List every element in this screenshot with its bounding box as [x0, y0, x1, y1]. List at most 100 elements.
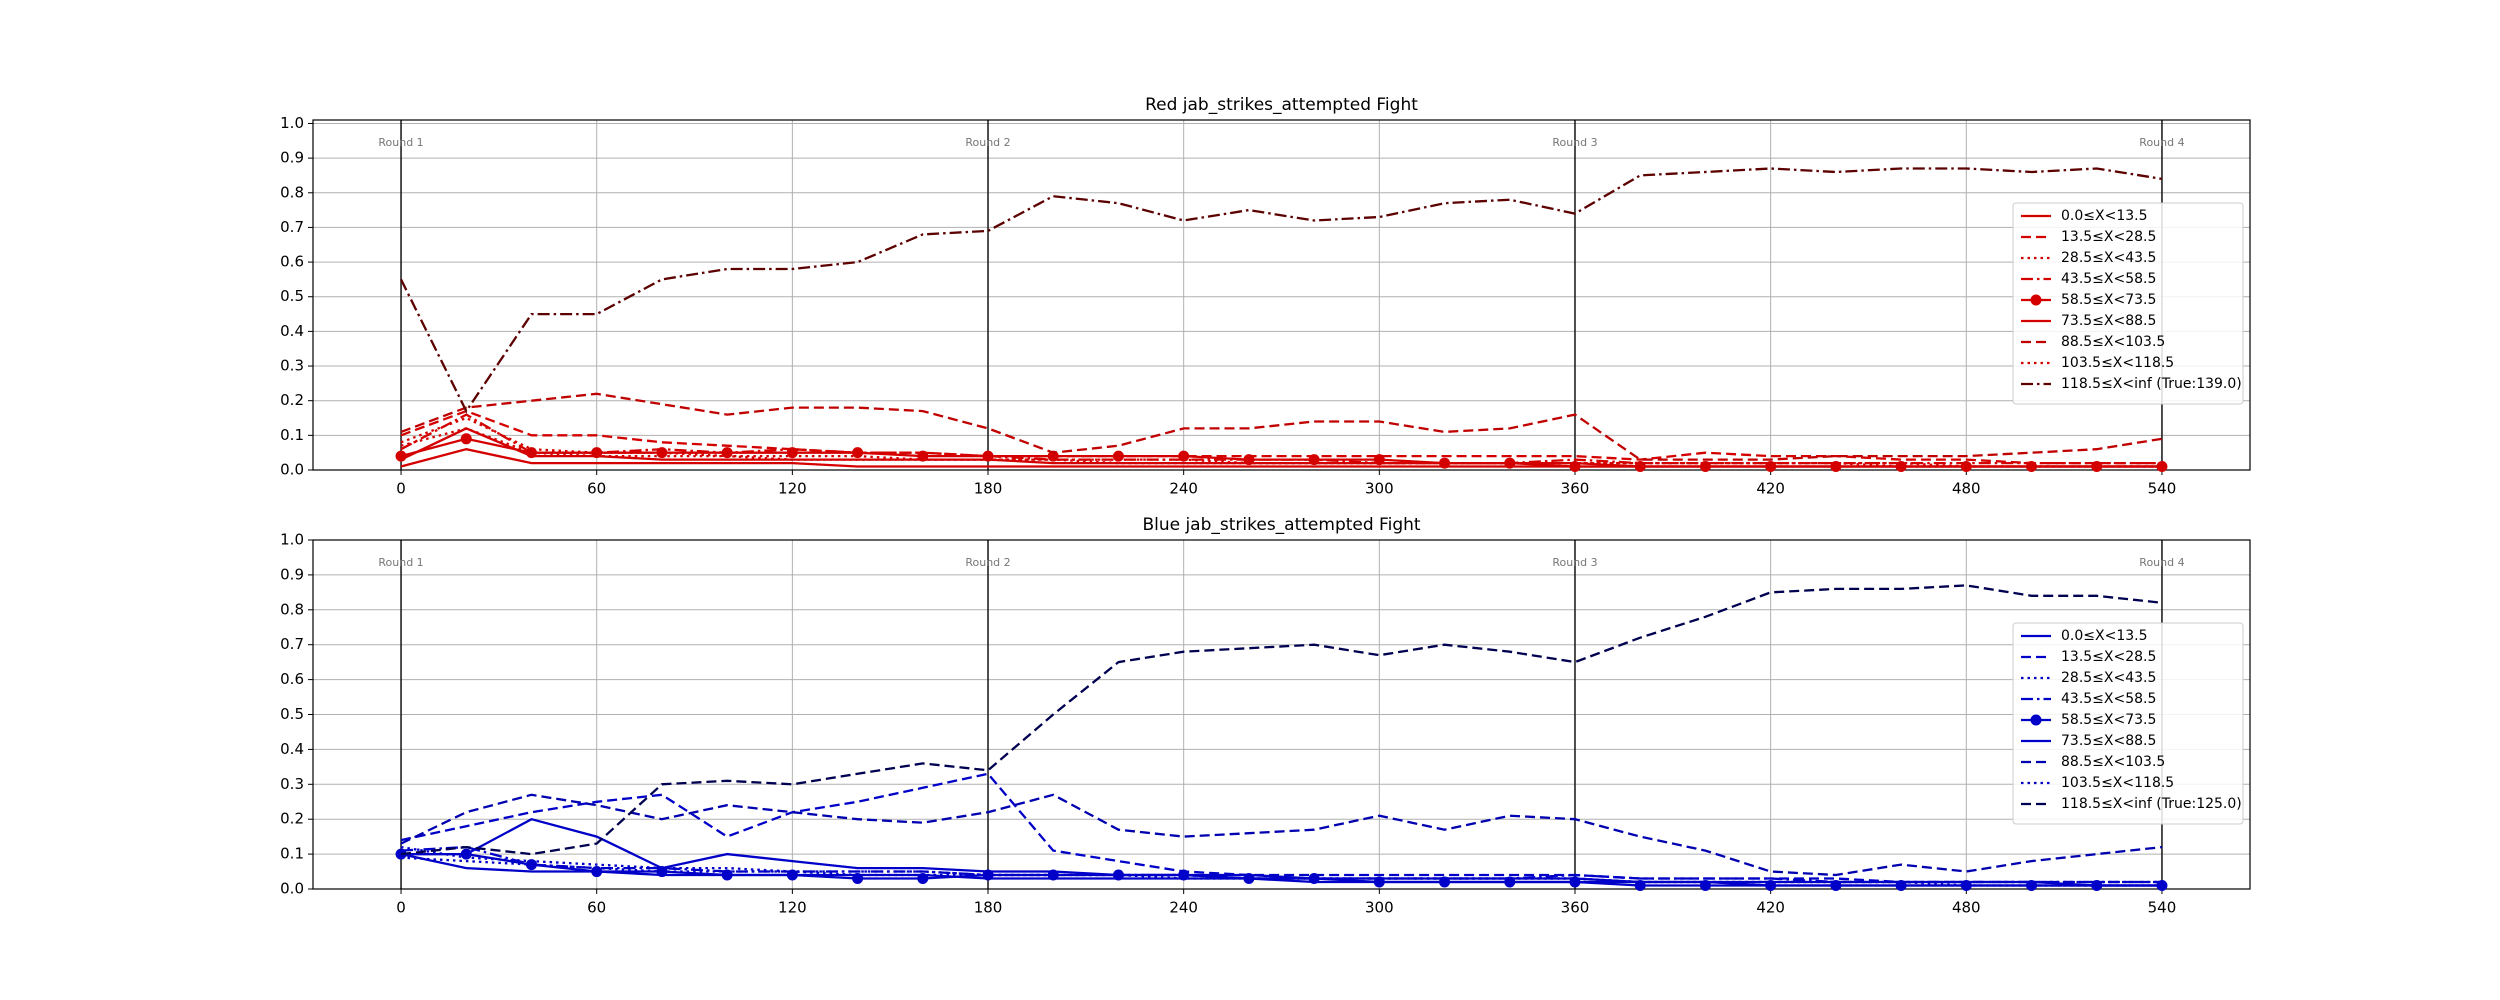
- y-tick-label: 0.7: [280, 218, 304, 236]
- series-line: [400, 413, 2162, 465]
- x-tick-label: 180: [974, 899, 1003, 917]
- x-tick-label: 60: [587, 899, 606, 917]
- y-tick-label: 1.0: [280, 114, 304, 132]
- x-tick-label: 540: [2148, 480, 2177, 498]
- chart-title: Blue jab_strikes_attempted Fight: [1142, 515, 1420, 535]
- series-marker: [1112, 450, 1124, 462]
- y-tick-label: 0.4: [280, 740, 304, 758]
- legend-marker: [2030, 294, 2042, 306]
- legend-label: 28.5≤X<43.5: [2061, 250, 2156, 266]
- plot-frame: [312, 539, 2251, 890]
- y-tick-label: 0.1: [280, 426, 304, 444]
- series-line: [400, 409, 2162, 465]
- series-marker: [852, 873, 864, 885]
- chart-title: Red jab_strikes_attempted Fight: [1145, 95, 1418, 115]
- round-label: Round 1: [378, 556, 423, 569]
- series-line: [401, 852, 2162, 887]
- x-tick-label: 540: [2148, 899, 2177, 917]
- round-label: Round 4: [2139, 556, 2184, 569]
- legend-label: 118.5≤X<inf (True:125.0): [2061, 796, 2242, 812]
- y-tick-label: 0.0: [280, 461, 304, 479]
- series-line: [400, 793, 2163, 877]
- series-line: [400, 856, 2162, 887]
- y-tick-label: 0.0: [280, 880, 304, 898]
- x-tick-label: 60: [587, 480, 606, 498]
- x-tick-label: 300: [1365, 899, 1394, 917]
- legend-label: 43.5≤X<58.5: [2061, 691, 2156, 707]
- x-tick-label: 120: [778, 480, 807, 498]
- series-marker: [721, 869, 733, 881]
- series-marker: [852, 447, 864, 459]
- legend-frame: [2012, 202, 2244, 405]
- x-tick-label: 0: [396, 899, 406, 917]
- y-tick-label: 0.2: [280, 391, 304, 409]
- series-marker: [786, 447, 798, 459]
- series-line: [400, 772, 2162, 884]
- round-label: Round 2: [965, 556, 1010, 569]
- legend-label: 28.5≤X<43.5: [2061, 670, 2156, 686]
- legend: 0.0≤X<13.5 13.5≤X<28.5 28.5≤X<43.5 43.5≤X<5…: [2012, 202, 2244, 405]
- y-tick-label: 1.0: [280, 531, 304, 549]
- y-tick-label: 0.9: [280, 149, 304, 167]
- round-label: Round 4: [2139, 136, 2184, 149]
- y-tick-label: 0.4: [280, 322, 304, 340]
- y-tick-label: 0.6: [280, 253, 304, 271]
- y-tick-label: 0.3: [280, 357, 304, 375]
- series-marker: [656, 447, 668, 459]
- x-tick-label: 480: [1952, 480, 1981, 498]
- legend-label: 118.5≤X<inf (True:139.0): [2061, 376, 2242, 392]
- legend-label: 58.5≤X<73.5: [2061, 292, 2156, 308]
- y-tick-label: 0.5: [280, 287, 304, 305]
- x-tick-label: 360: [1561, 480, 1590, 498]
- legend-frame: [2012, 622, 2244, 825]
- legend-label: 88.5≤X<103.5: [2061, 334, 2165, 350]
- y-tick-label: 0.6: [280, 670, 304, 688]
- series-line: [400, 392, 2163, 461]
- y-tick-label: 0.8: [280, 600, 304, 618]
- y-tick-label: 0.1: [280, 845, 304, 863]
- legend-label: 73.5≤X<88.5: [2061, 733, 2156, 749]
- round-label: Round 2: [965, 136, 1010, 149]
- series-marker: [460, 433, 472, 445]
- x-tick-label: 300: [1365, 480, 1394, 498]
- legend-label: 58.5≤X<73.5: [2061, 712, 2156, 728]
- x-tick-label: 120: [778, 899, 807, 917]
- series-line: [400, 584, 2163, 856]
- x-tick-label: 0: [396, 480, 406, 498]
- y-tick-label: 0.9: [280, 565, 304, 583]
- legend-label: 88.5≤X<103.5: [2061, 754, 2165, 770]
- series-line: [400, 845, 2162, 884]
- series-line: [400, 427, 2162, 468]
- x-tick-label: 480: [1952, 899, 1981, 917]
- series-marker: [395, 450, 407, 462]
- round-label: Round 1: [378, 136, 423, 149]
- round-label: Round 3: [1552, 556, 1597, 569]
- y-tick-label: 0.5: [280, 705, 304, 723]
- legend-label: 103.5≤X<118.5: [2061, 355, 2174, 371]
- y-tick-label: 0.2: [280, 810, 304, 828]
- legend-label: 73.5≤X<88.5: [2061, 313, 2156, 329]
- legend-label: 13.5≤X<28.5: [2061, 649, 2156, 665]
- legend-label: 103.5≤X<118.5: [2061, 775, 2174, 791]
- series-line: [399, 167, 2163, 414]
- x-tick-label: 240: [1169, 480, 1198, 498]
- series-marker: [1178, 450, 1190, 462]
- legend-label: 43.5≤X<58.5: [2061, 271, 2156, 287]
- series-marker: [917, 873, 929, 885]
- legend-label: 13.5≤X<28.5: [2061, 229, 2156, 245]
- series-marker: [721, 447, 733, 459]
- legend-marker: [2030, 714, 2042, 726]
- legend-label: 0.0≤X<13.5: [2061, 628, 2148, 644]
- legend: 0.0≤X<13.5 13.5≤X<28.5 28.5≤X<43.5 43.5≤X<5…: [2012, 622, 2244, 825]
- series-line: [400, 427, 2162, 468]
- x-tick-label: 240: [1169, 899, 1198, 917]
- y-tick-label: 0.3: [280, 775, 304, 793]
- x-tick-label: 360: [1561, 899, 1590, 917]
- y-tick-label: 0.8: [280, 183, 304, 201]
- x-tick-label: 180: [974, 480, 1003, 498]
- plot-frame: [312, 119, 2251, 471]
- series-marker: [786, 869, 798, 881]
- round-label: Round 3: [1552, 136, 1597, 149]
- y-tick-label: 0.7: [280, 635, 304, 653]
